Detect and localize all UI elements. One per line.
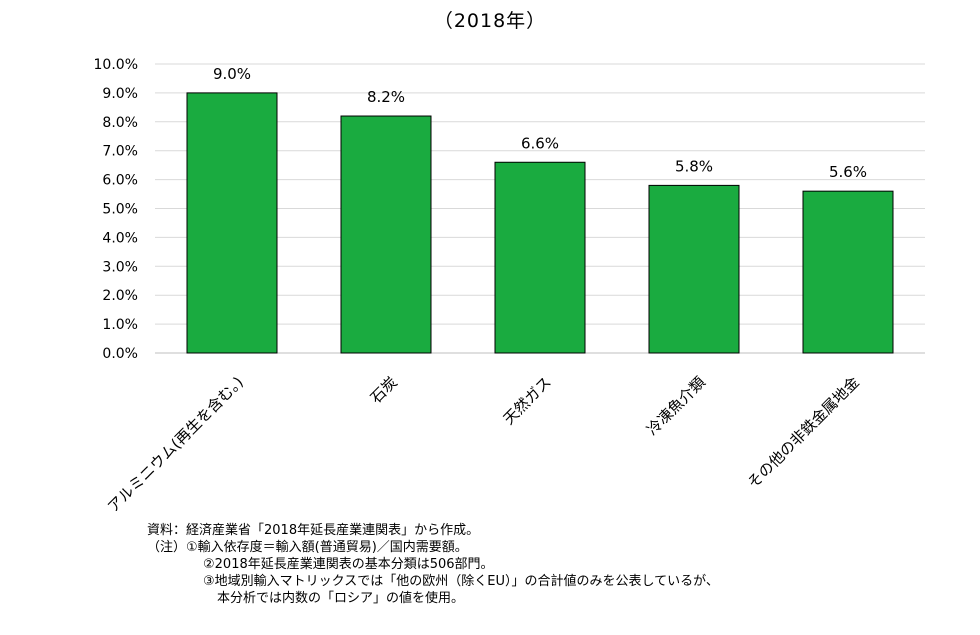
source-notes: 資料：経済産業省「2018年延長産業連関表」から作成。 （注）①輸入依存度＝輸入額… (147, 522, 719, 607)
category-label: アルミニウム(再生を含む。) (104, 373, 247, 516)
category-label: 天然ガス (500, 373, 555, 428)
note-3-continued: 本分析では内数の「ロシア」の値を使用。 (217, 591, 465, 606)
y-tick-label: 8.0% (102, 115, 138, 131)
data-label: 9.0% (213, 65, 251, 83)
chart-title: （2018年） (433, 10, 547, 32)
y-tick-label: 9.0% (102, 86, 138, 102)
category-labels: アルミニウム(再生を含む。) 石炭 天然ガス 冷凍魚介類 その他の非鉄金属地金 (104, 373, 863, 516)
y-tick-label: 1.0% (102, 317, 138, 333)
y-tick-label: 6.0% (102, 173, 138, 189)
category-label: その他の非鉄金属地金 (744, 373, 863, 492)
bar-chart: 0.0% 1.0% 2.0% 3.0% 4.0% 5.0% 6.0% 7.0% 8.0% 9.0%… (94, 57, 925, 516)
y-tick-label: 5.0% (102, 202, 138, 218)
bar (802, 190, 894, 354)
y-tick-label: 2.0% (102, 288, 138, 304)
bar (494, 161, 586, 354)
data-label: 6.6% (521, 134, 559, 152)
y-axis-tick-labels: 0.0% 1.0% 2.0% 3.0% 4.0% 5.0% 6.0% 7.0% 8.0% 9.0%… (94, 57, 138, 362)
data-label: 5.6% (829, 163, 867, 181)
y-tick-label: 10.0% (94, 57, 138, 73)
note-3: ③地域別輸入マトリックスでは「他の欧州（除くEU）」の合計値のみを公表しているが… (203, 574, 719, 589)
y-tick-label: 7.0% (102, 144, 138, 160)
data-labels: 9.0% 8.2% 6.6% 5.8% 5.6% (213, 65, 867, 181)
y-tick-label: 4.0% (102, 230, 138, 246)
bar (648, 184, 740, 354)
bar (186, 92, 278, 354)
data-label: 8.2% (367, 88, 405, 106)
category-label: 石炭 (367, 373, 401, 407)
y-tick-label: 3.0% (102, 259, 138, 275)
y-tick-label: 0.0% (102, 346, 138, 362)
note-source: 資料：経済産業省「2018年延長産業連関表」から作成。 (147, 523, 480, 538)
category-label: 冷凍魚介類 (643, 373, 709, 439)
note-2: ②2018年延長産業連関表の基本分類は506部門。 (203, 557, 494, 572)
note-1: （注）①輸入依存度＝輸入額(普通貿易)／国内需要額。 (147, 540, 468, 555)
bars (186, 92, 894, 354)
data-label: 5.8% (675, 157, 713, 175)
bar (340, 115, 432, 354)
